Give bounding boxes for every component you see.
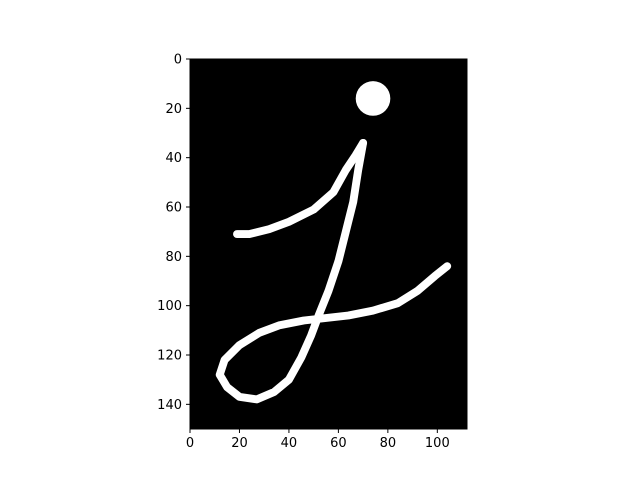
glyph-descender-loop xyxy=(215,138,452,404)
glyph-upper-stroke xyxy=(233,138,368,239)
x-tick-label: 20 xyxy=(231,436,248,451)
x-tick-label: 80 xyxy=(380,436,397,451)
y-tick-label: 0 xyxy=(174,53,182,68)
y-tick-label: 20 xyxy=(165,102,182,117)
x-tick-label: 60 xyxy=(330,436,347,451)
image-axes: 0 20 40 60 80 100 0 20 40 60 80 100 120 140 xyxy=(157,53,468,451)
axes-frame xyxy=(189,58,468,430)
image-background xyxy=(190,59,467,429)
y-tick-label: 80 xyxy=(165,250,182,265)
x-tick-label: 0 xyxy=(186,436,194,451)
y-tick-label: 40 xyxy=(165,151,182,166)
y-tick-label: 140 xyxy=(157,398,182,413)
glyph-dot xyxy=(355,81,391,116)
y-tick-label: 120 xyxy=(157,349,182,364)
y-tick-label: 100 xyxy=(157,299,182,314)
x-tick-label: 40 xyxy=(281,436,298,451)
y-tick-label: 60 xyxy=(165,201,182,216)
x-tick-label: 100 xyxy=(425,436,450,451)
